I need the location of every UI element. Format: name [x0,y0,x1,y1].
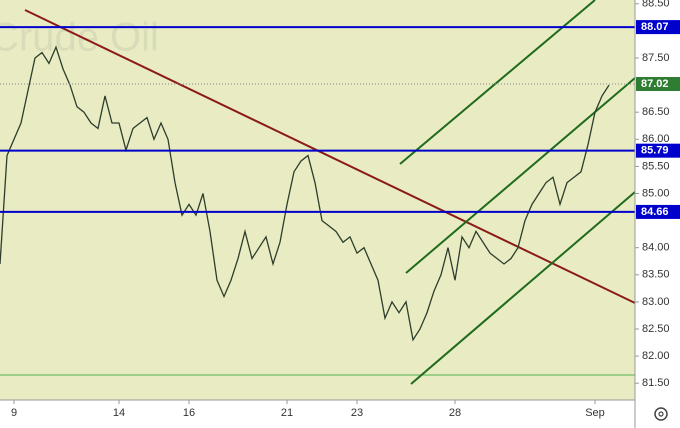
trend-line [24,9,636,304]
y-tick-label: 82.00 [642,350,670,362]
watermark: Crude Oil [0,16,159,60]
level-label-box [636,20,680,35]
x-tick-label: 28 [449,407,461,419]
channel-line [405,77,636,274]
y-tick-label: 83.00 [642,296,670,308]
x-tick-label: 23 [351,407,363,419]
y-tick-label: 86.50 [642,106,670,118]
level-label-box [636,143,680,158]
x-tick-label: 9 [11,407,17,419]
settings-icon[interactable] [654,407,668,421]
x-tick-label: Sep [585,407,605,419]
level-label: 85.79 [641,145,669,157]
channel-line [410,191,636,385]
y-tick-label: 87.50 [642,52,670,64]
x-tick-label: 16 [183,407,195,419]
level-label-box [636,77,680,92]
level-label: 88.07 [641,21,669,33]
level-label: 84.66 [641,206,669,218]
y-tick-label: 86.00 [642,133,670,145]
x-tick-label: 21 [281,407,293,419]
y-tick-label: 82.50 [642,323,670,335]
level-label: 87.02 [641,78,669,90]
y-tick-label: 83.50 [642,269,670,281]
y-tick-label: 84.00 [642,242,670,254]
settings-icon-center [658,411,664,417]
y-tick-label: 81.50 [642,377,670,389]
x-tick-label: 14 [113,407,125,419]
y-tick-label: 85.00 [642,187,670,199]
y-tick-label: 88.50 [642,0,670,10]
price-line [0,45,610,342]
plot-area [0,0,635,400]
level-label-box [636,204,680,219]
y-tick-label: 85.50 [642,160,670,172]
